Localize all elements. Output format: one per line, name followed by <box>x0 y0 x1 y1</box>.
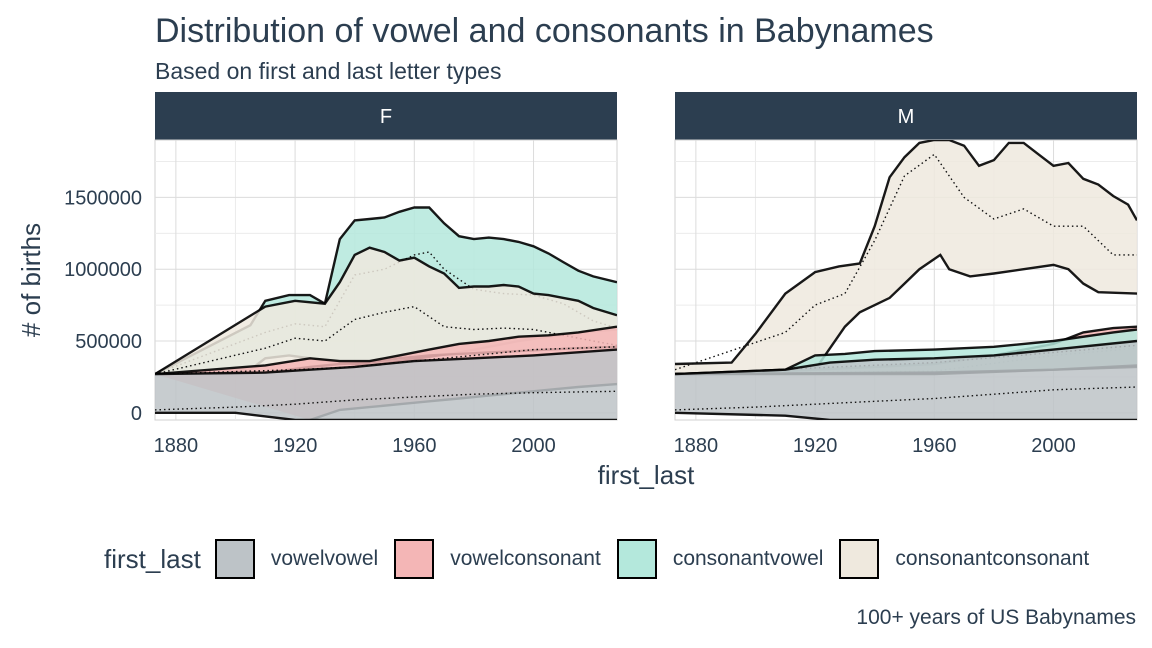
y-tick-label: 0 <box>131 403 142 425</box>
x-tick-label: 2000 <box>511 435 556 457</box>
y-tick-label: 1000000 <box>64 259 142 281</box>
area-upper-line-consonantvowel <box>155 206 617 376</box>
x-tick-label: 1880 <box>154 435 199 457</box>
x-axis-label: first_last <box>598 460 696 490</box>
median-line-vowelvowel <box>675 386 1137 411</box>
legend-key-vowelconsonant <box>394 539 435 579</box>
area-upper-line-consonantconsonant <box>155 246 617 376</box>
legend-key-consonantvowel <box>616 539 657 579</box>
x-tick-label: 1920 <box>793 435 838 457</box>
area-upper-line-vowelvowel <box>675 339 1137 376</box>
area-upper-line-consonantvowel <box>675 328 1137 376</box>
y-tick-label: 500000 <box>75 331 142 353</box>
facet-label-F: F <box>380 106 392 128</box>
x-tick-label: 1920 <box>273 435 318 457</box>
x-tick-label: 2000 <box>1031 435 1076 457</box>
panel-areas-F <box>155 206 617 420</box>
area-lower-line-vowelvowel <box>155 411 617 420</box>
facet-label-M: M <box>898 106 915 128</box>
area-upper-line-vowelconsonant <box>155 325 617 376</box>
area-consonantconsonant <box>675 140 1137 375</box>
legend: first_last vowelvowel vowelconsonant con… <box>104 536 1105 582</box>
facet-strip-M <box>675 92 1137 140</box>
x-tick-label: 1960 <box>392 435 437 457</box>
legend-key-vowelvowel <box>214 539 255 579</box>
chart-caption: 100+ years of US Babynames <box>856 606 1136 629</box>
chart-subtitle: Based on first and last letter types <box>155 58 502 84</box>
legend-label-consonantvowel: consonantvowel <box>672 547 824 570</box>
median-line-vowelvowel <box>155 390 617 411</box>
area-upper-line-consonantconsonant <box>675 140 1137 366</box>
legend-label-vowelconsonant: vowelconsonant <box>450 547 601 570</box>
x-tick-label: 1960 <box>912 435 957 457</box>
area-upper-line-vowelvowel <box>155 348 617 376</box>
legend-title: first_last <box>104 543 201 574</box>
y-tick-label: 1500000 <box>64 187 142 209</box>
area-vowelvowel <box>155 349 617 420</box>
panel-areas-M <box>675 140 1137 420</box>
facet-strip-F <box>155 92 617 140</box>
legend-key-consonantconsonant <box>839 539 880 579</box>
chart-canvas: # of births first_last 0 500000 1000000 15000… <box>16 92 1138 490</box>
legend-label-consonantconsonant: consonantconsonant <box>895 547 1090 570</box>
x-tick-label: 1880 <box>674 435 719 457</box>
legend-item-vowelvowel: vowelvowel <box>214 539 379 579</box>
legend-item-consonantconsonant: consonantconsonant <box>839 539 1089 579</box>
legend-item-consonantvowel: consonantvowel <box>616 539 824 579</box>
median-line-consonantconsonant <box>675 153 1137 371</box>
area-lower-line-vowelvowel <box>675 411 1137 420</box>
chart-title: Distribution of vowel and consonants in … <box>155 12 934 50</box>
legend-item-vowelconsonant: vowelconsonant <box>394 539 601 579</box>
y-axis-label: # of births <box>16 223 46 337</box>
legend-label-vowelvowel: vowelvowel <box>270 547 379 570</box>
area-vowelvowel <box>675 341 1137 420</box>
